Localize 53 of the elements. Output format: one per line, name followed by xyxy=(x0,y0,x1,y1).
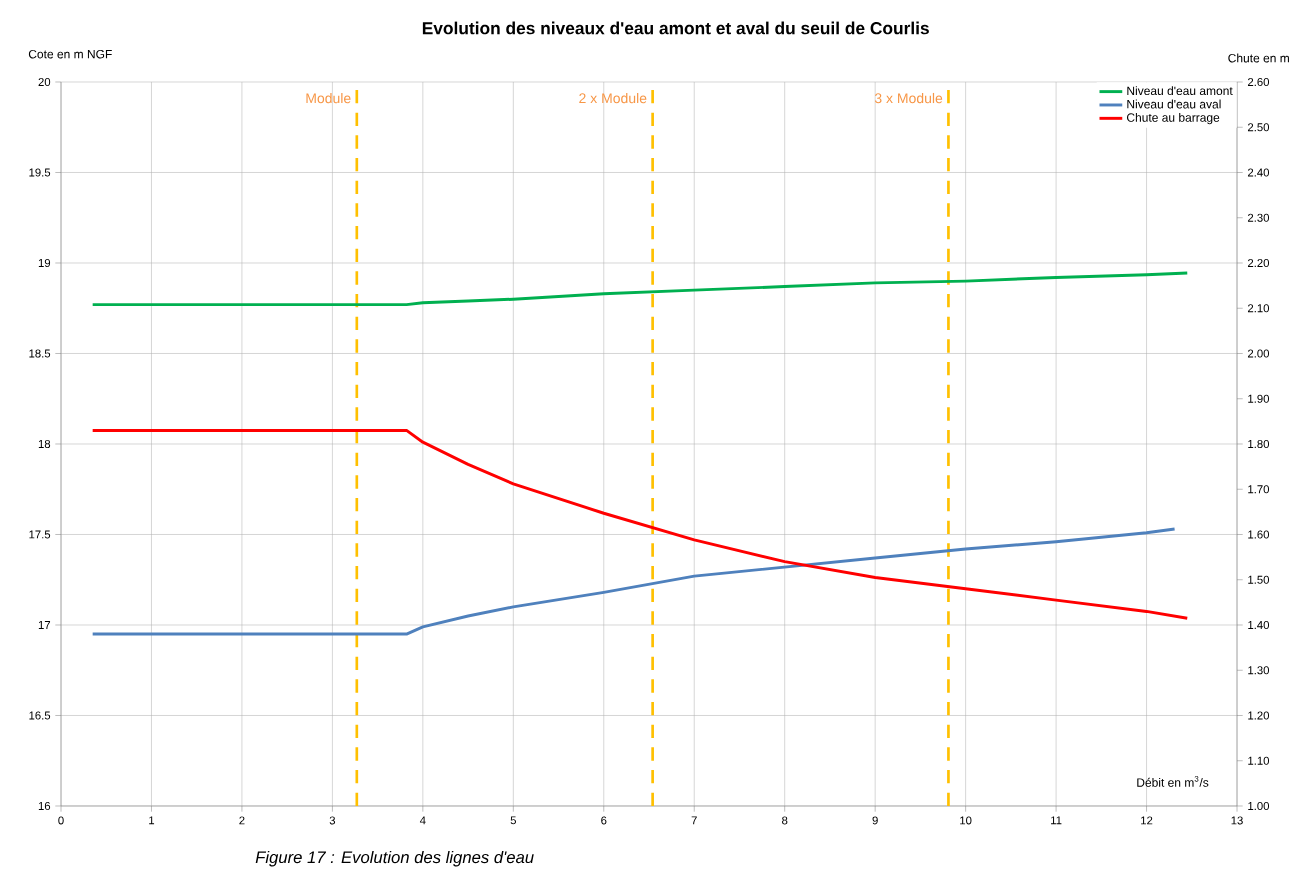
x-tick-label: 3 xyxy=(329,816,336,825)
y-tick-label: 17 xyxy=(38,621,51,629)
y2-tick-label: 1.50 xyxy=(1248,575,1270,584)
line-series xyxy=(91,271,1189,307)
y-axis-title: Cote en m NGF xyxy=(28,49,112,59)
y2-tick-label: 2.10 xyxy=(1247,304,1270,313)
x-axis-title: Débit en m$^{3}$/s xyxy=(1137,776,1209,787)
legend-label: Niveau d'eau aval xyxy=(1127,99,1221,109)
y2-tick-label: 2.40 xyxy=(1247,168,1270,177)
y2-tick-label: 2.30 xyxy=(1247,213,1270,222)
y2-tick-label: 1.60 xyxy=(1248,530,1270,539)
ref-line-label: Module xyxy=(306,92,351,104)
x-tick-label: 0 xyxy=(58,816,64,825)
y-tick-label: 20 xyxy=(38,77,51,86)
legend-label: Niveau d'eau amont xyxy=(1127,86,1233,96)
x-tick-label: 13 xyxy=(1231,816,1243,825)
x-tick-label: 1 xyxy=(149,816,155,825)
y2-tick-label: 1.00 xyxy=(1248,802,1270,810)
y2-axis-title: Chute en m xyxy=(1228,53,1289,63)
chart-title: Evolution des niveaux d'eau amont et aval du seuil de Courlis xyxy=(422,21,929,35)
y-tick-label: 19.5 xyxy=(29,168,51,177)
ref-line-label: 3 x Module xyxy=(874,92,943,104)
x-tick-label: 6 xyxy=(601,816,607,825)
x-tick-label: 11 xyxy=(1051,816,1062,825)
y-tick-label: 18 xyxy=(38,439,51,448)
x-tick-label: 2 xyxy=(239,816,245,825)
y2-tick-label: 2.50 xyxy=(1247,123,1270,132)
y-tick-label: 16 xyxy=(38,802,51,810)
x-tick-label: 8 xyxy=(782,816,788,825)
y-tick-label: 18.5 xyxy=(29,349,51,358)
y-tick-label: 17.5 xyxy=(29,530,51,539)
x-tick-label: 12 xyxy=(1141,816,1153,825)
x-tick-label: 10 xyxy=(960,816,972,825)
y2-tick-label: 1.90 xyxy=(1248,394,1270,403)
line-series xyxy=(91,428,1189,620)
caption: Figure 17 : Evolution des lignes d'eau xyxy=(255,850,534,867)
y-tick-label: 16.5 xyxy=(29,711,51,720)
y2-tick-label: 1.80 xyxy=(1248,439,1270,448)
x-tick-label: 9 xyxy=(872,816,878,825)
x-tick-label: 5 xyxy=(510,816,516,825)
y2-tick-label: 1.30 xyxy=(1248,666,1270,675)
x-tick-label: 7 xyxy=(691,816,697,825)
y2-tick-label: 1.20 xyxy=(1248,711,1270,720)
ref-line-label: 2 x Module xyxy=(579,92,647,104)
y-tick-label: 19 xyxy=(38,258,51,267)
y2-tick-label: 2.00 xyxy=(1247,349,1270,358)
y2-tick-label: 2.20 xyxy=(1247,258,1270,267)
y2-tick-label: 1.40 xyxy=(1248,621,1270,629)
y2-tick-label: 1.10 xyxy=(1248,756,1270,765)
y2-tick-label: 1.70 xyxy=(1248,485,1270,494)
y2-tick-label: 2.60 xyxy=(1247,77,1270,86)
x-tick-label: 4 xyxy=(419,816,426,825)
legend-label: Chute au barrage xyxy=(1126,112,1220,125)
